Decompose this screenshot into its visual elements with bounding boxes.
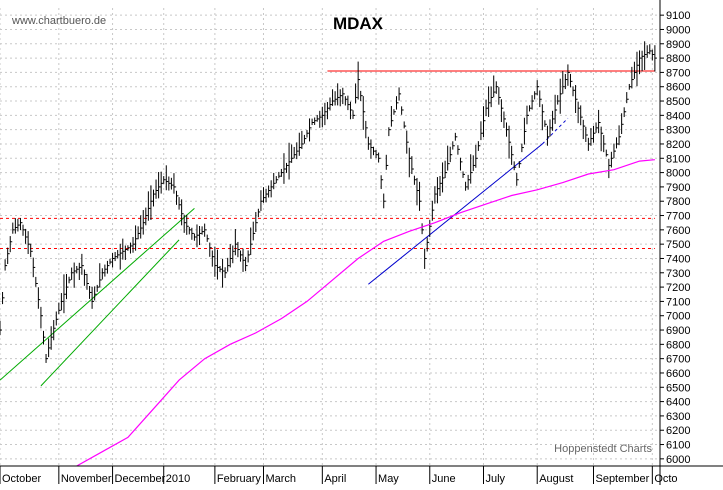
y-tick-label: 7800: [666, 196, 690, 208]
y-tick-label: 7600: [666, 225, 690, 237]
moving-average-line: [76, 159, 655, 467]
data-series: [0, 41, 657, 467]
y-tick-label: 6900: [666, 325, 690, 337]
y-tick-label: 8700: [666, 67, 690, 79]
y-tick-label: 8400: [666, 110, 690, 122]
trend-3-ext-line: [541, 117, 569, 145]
chart-title: MDAX: [333, 14, 384, 33]
y-tick-label: 8800: [666, 53, 690, 65]
y-tick-label: 6600: [666, 368, 690, 380]
watermark-text: www.chartbuero.de: [11, 15, 106, 27]
y-tick-label: 6400: [666, 397, 690, 409]
y-tick-label: 7100: [666, 296, 690, 308]
x-tick-label: June: [432, 473, 456, 485]
y-tick-label: 8200: [666, 139, 690, 151]
y-tick-label: 8300: [666, 125, 690, 137]
x-tick-label: December: [115, 473, 166, 485]
y-tick-label: 8500: [666, 96, 690, 108]
y-tick-label: 7000: [666, 311, 690, 323]
y-tick-label: 6200: [666, 425, 690, 437]
y-tick-label: 8100: [666, 153, 690, 165]
y-tick-label: 7200: [666, 282, 690, 294]
trend-lines: [0, 70, 655, 387]
x-tick-label: August: [539, 473, 573, 485]
y-tick-label: 7400: [666, 253, 690, 265]
y-tick-label: 7700: [666, 211, 690, 223]
x-tick-label: February: [217, 473, 262, 485]
y-tick-label: 8600: [666, 82, 690, 94]
y-tick-label: 7900: [666, 182, 690, 194]
x-tick-label: 2010: [166, 473, 190, 485]
y-tick-label: 9000: [666, 24, 690, 36]
x-tick-label: May: [378, 473, 399, 485]
y-tick-label: 6000: [666, 454, 690, 466]
trend-2-line: [40, 239, 180, 387]
y-tick-label: 7500: [666, 239, 690, 251]
y-tick-label: 8000: [666, 168, 690, 180]
grid-lines: [0, 8, 660, 466]
x-tick-label: April: [324, 473, 346, 485]
y-tick-label: 6800: [666, 339, 690, 351]
y-tick-label: 8900: [666, 39, 690, 51]
y-tick-label: 6100: [666, 440, 690, 452]
y-tick-label: 9100: [666, 10, 690, 22]
x-tick-label: March: [265, 473, 296, 485]
x-tick-label: Octo: [654, 473, 677, 485]
y-tick-label: 6700: [666, 354, 690, 366]
source-label: Hoppenstedt Charts: [554, 443, 652, 455]
y-tick-label: 7300: [666, 268, 690, 280]
x-tick-label: September: [595, 473, 649, 485]
trend-1-line: [0, 208, 195, 381]
x-tick-label: October: [2, 473, 41, 485]
y-tick-label: 6500: [666, 382, 690, 394]
x-tick-label: July: [485, 473, 505, 485]
y-tick-label: 6300: [666, 411, 690, 423]
x-tick-label: November: [61, 473, 112, 485]
